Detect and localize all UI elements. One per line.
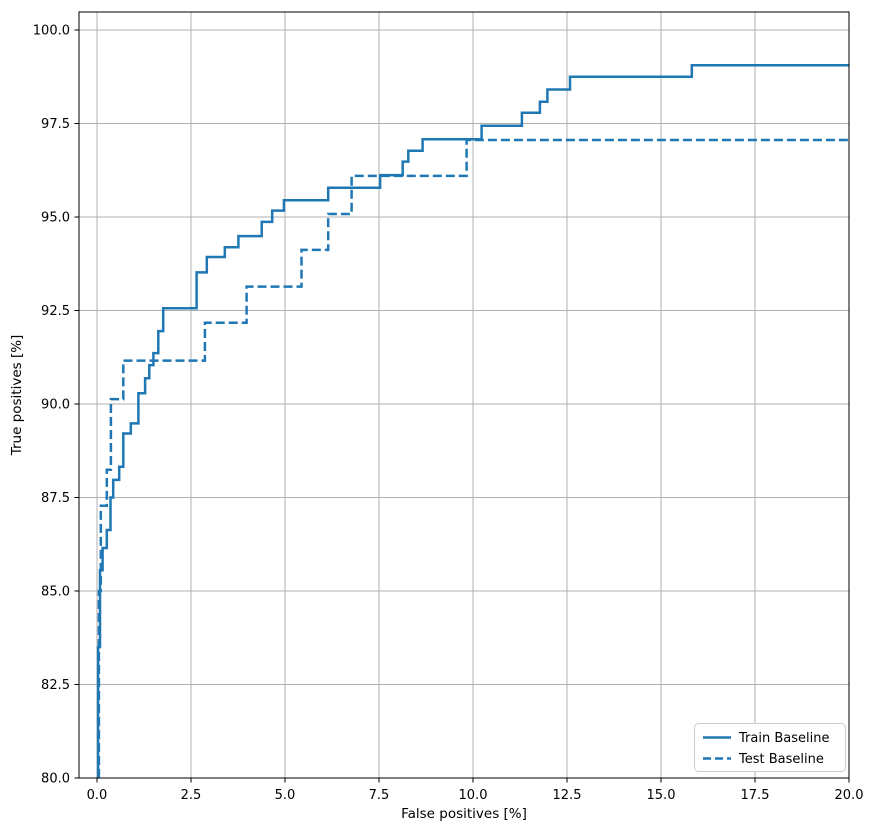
legend: Train Baseline Test Baseline <box>694 723 846 772</box>
x-tick-label: 15.0 <box>647 788 676 803</box>
x-tick-label: 7.5 <box>369 788 390 803</box>
x-tick-label: 0.0 <box>87 788 108 803</box>
y-tick-label: 95.0 <box>41 211 70 226</box>
x-tick-label: 20.0 <box>835 788 864 803</box>
x-tick-label: 10.0 <box>459 788 488 803</box>
x-tick-label: 2.5 <box>181 788 202 803</box>
series-layer <box>96 63 849 778</box>
y-tick-label: 85.0 <box>41 585 70 600</box>
y-tick-label: 87.5 <box>41 491 70 506</box>
x-tick-label: 12.5 <box>553 788 582 803</box>
legend-label-train: Train Baseline <box>738 731 829 746</box>
plot-border <box>78 11 850 779</box>
y-tick-label: 82.5 <box>41 678 70 693</box>
test-baseline-line <box>97 138 849 778</box>
axes-layer: 0.0 2.5 5.0 7.5 10.0 12.5 15.0 17.5 20.0 80.0 82.5… <box>33 11 864 804</box>
y-tick-label: 80.0 <box>41 772 70 787</box>
ticks-layer: 0.0 2.5 5.0 7.5 10.0 12.5 15.0 17.5 20.0 80.0 82.5… <box>33 24 864 804</box>
y-axis-label: True positives [%] <box>9 335 25 457</box>
y-tick-label: 100.0 <box>33 24 70 39</box>
y-tick-label: 90.0 <box>41 398 70 413</box>
x-tick-label: 17.5 <box>741 788 770 803</box>
train-baseline-line <box>96 63 849 778</box>
grid-layer <box>79 12 850 779</box>
legend-label-test: Test Baseline <box>738 752 824 767</box>
y-tick-label: 92.5 <box>41 304 70 319</box>
y-tick-label: 97.5 <box>41 117 70 132</box>
legend-box <box>694 723 846 772</box>
x-axis-label: False positives [%] <box>401 806 527 822</box>
x-tick-label: 5.0 <box>275 788 296 803</box>
